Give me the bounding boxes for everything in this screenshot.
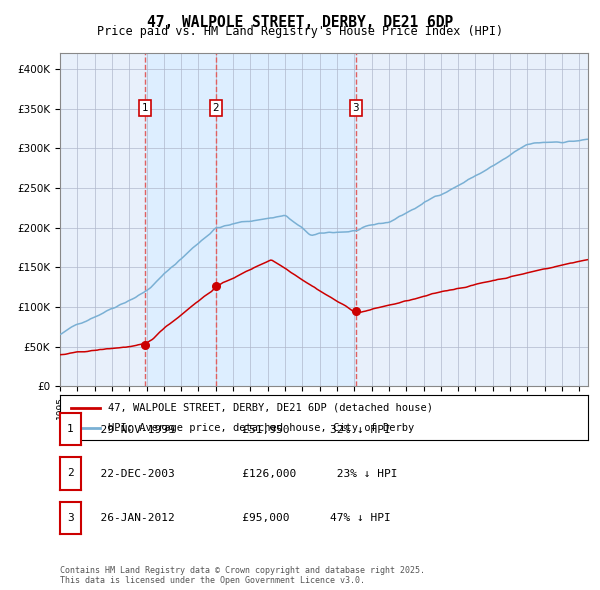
Text: 47, WALPOLE STREET, DERBY, DE21 6DP (detached house): 47, WALPOLE STREET, DERBY, DE21 6DP (det… (107, 403, 433, 412)
Text: 47, WALPOLE STREET, DERBY, DE21 6DP: 47, WALPOLE STREET, DERBY, DE21 6DP (147, 15, 453, 30)
Bar (145, 53, 216, 386)
Text: 29-NOV-1999          £51,950      32% ↓ HPI: 29-NOV-1999 £51,950 32% ↓ HPI (87, 425, 391, 434)
Text: Price paid vs. HM Land Registry's House Price Index (HPI): Price paid vs. HM Land Registry's House … (97, 25, 503, 38)
Text: Contains HM Land Registry data © Crown copyright and database right 2025.
This d: Contains HM Land Registry data © Crown c… (60, 566, 425, 585)
Text: 26-JAN-2012          £95,000      47% ↓ HPI: 26-JAN-2012 £95,000 47% ↓ HPI (87, 513, 391, 523)
Bar (216, 53, 356, 386)
Text: 3: 3 (67, 513, 74, 523)
Text: 2: 2 (67, 468, 74, 478)
Text: 1: 1 (142, 103, 148, 113)
Text: 1: 1 (67, 424, 74, 434)
Text: 2: 2 (212, 103, 219, 113)
Text: 3: 3 (352, 103, 359, 113)
Text: 22-DEC-2003          £126,000      23% ↓ HPI: 22-DEC-2003 £126,000 23% ↓ HPI (87, 469, 398, 478)
Text: HPI: Average price, detached house, City of Derby: HPI: Average price, detached house, City… (107, 424, 414, 434)
